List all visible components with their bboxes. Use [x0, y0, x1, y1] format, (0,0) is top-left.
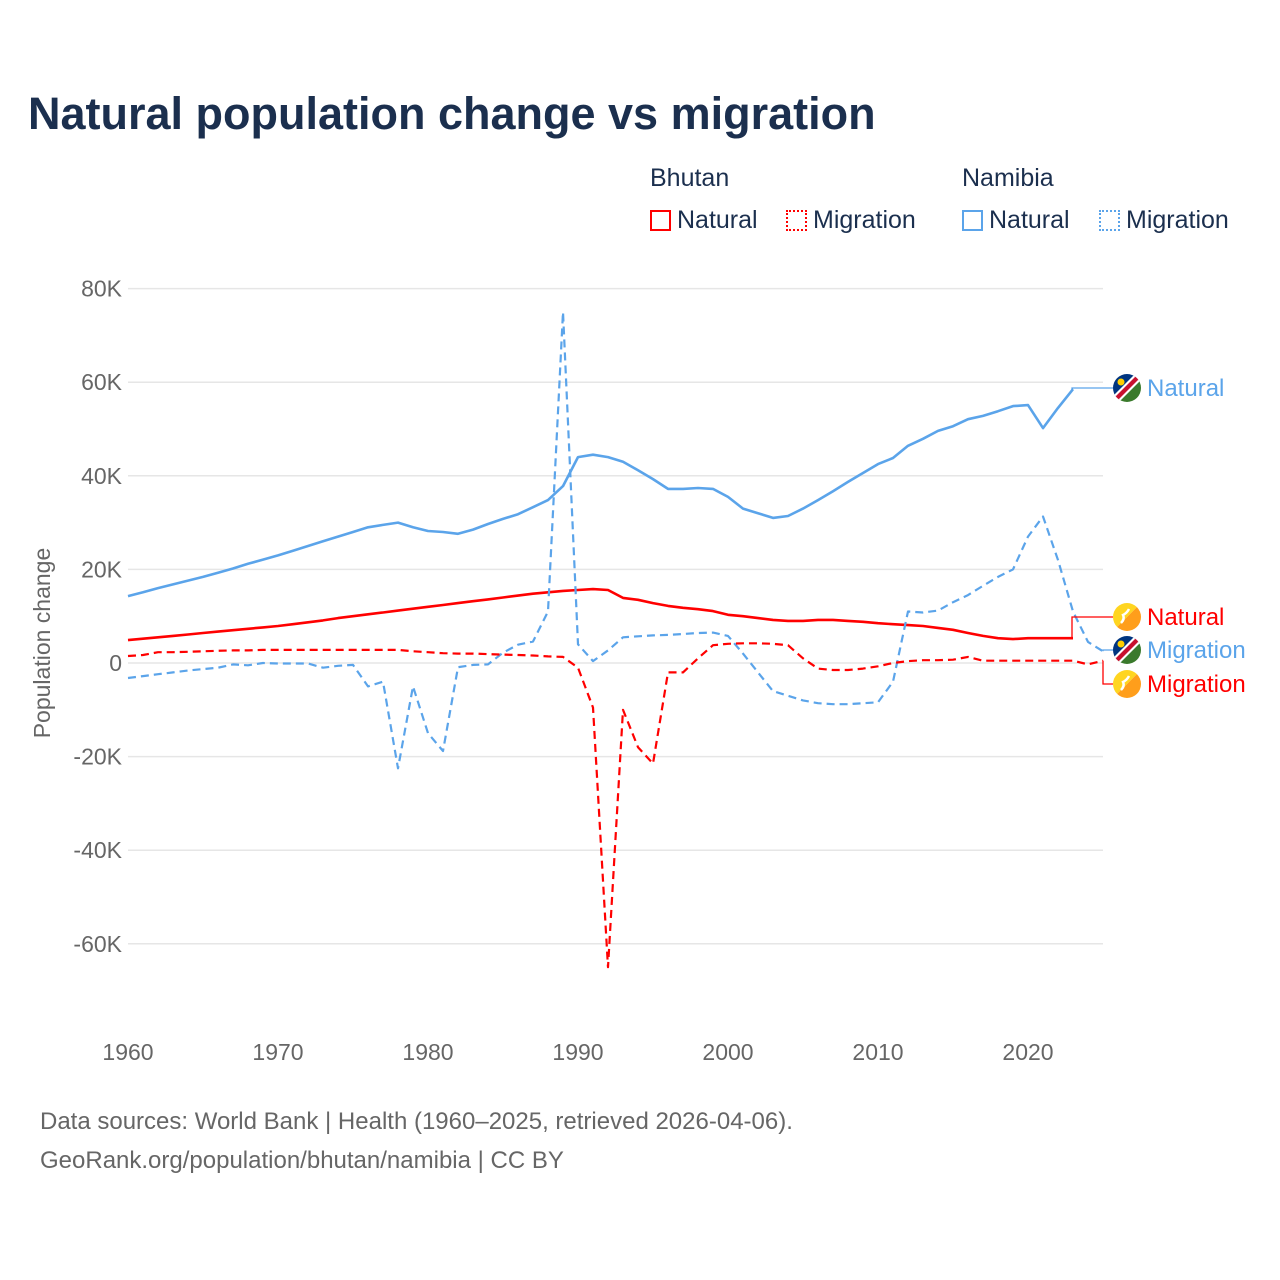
x-tick-label: 2020 — [1002, 1039, 1053, 1065]
y-tick-label: -40K — [73, 837, 122, 863]
legend-item-bhutan-natural[interactable]: Natural — [650, 206, 758, 235]
x-tick-label: 1960 — [102, 1039, 153, 1065]
end-label-namibia-migration: Migration — [1147, 637, 1246, 664]
y-tick-label: 80K — [81, 276, 123, 302]
legend-swatch-solid — [650, 210, 671, 231]
legend-swatch-dotted — [786, 210, 807, 231]
end-label-bhutan-migration: Migration — [1147, 671, 1246, 698]
x-tick-label: 1990 — [552, 1039, 603, 1065]
legend-group-bhutan: Bhutan — [650, 164, 730, 192]
end-label-namibia-natural: Natural — [1147, 375, 1224, 402]
end-label-bhutan-natural: Natural — [1147, 604, 1224, 631]
legend-swatch-solid — [962, 210, 983, 231]
footer-credit[interactable]: GeoRank.org/population/bhutan/namibia | … — [40, 1147, 564, 1174]
legend-label: Natural — [989, 206, 1070, 234]
legend-item-namibia-natural[interactable]: Natural — [962, 206, 1070, 235]
legend-group-namibia: Namibia — [962, 164, 1054, 192]
end-label-connector — [1071, 616, 1113, 639]
legend-item-namibia-migration[interactable]: Migration — [1099, 206, 1229, 235]
legend-label: Natural — [677, 206, 758, 234]
y-tick-label: 0 — [109, 650, 122, 676]
legend-label: Migration — [813, 206, 916, 234]
y-tick-label: 60K — [81, 369, 123, 395]
namibia-flag-icon — [1113, 374, 1141, 402]
series-line-namibia-migration — [127, 310, 1104, 770]
end-label-connector — [1102, 660, 1113, 685]
chart-title: Natural population change vs migration — [28, 88, 876, 139]
series-line-namibia-natural — [127, 388, 1075, 598]
namibia-flag-icon — [1113, 636, 1141, 664]
bhutan-flag-icon — [1113, 670, 1141, 698]
y-tick-label: -20K — [73, 744, 122, 770]
x-tick-label: 1980 — [402, 1039, 453, 1065]
x-tick-label: 1970 — [252, 1039, 303, 1065]
bhutan-flag-icon — [1113, 603, 1141, 631]
end-label-connector — [1071, 387, 1113, 390]
x-tick-label: 2000 — [702, 1039, 753, 1065]
y-tick-label: 20K — [81, 556, 123, 582]
footer-sources: Data sources: World Bank | Health (1960–… — [40, 1108, 793, 1135]
legend-swatch-dotted — [1099, 210, 1120, 231]
series-line-bhutan-migration — [127, 642, 1104, 969]
legend-item-bhutan-migration[interactable]: Migration — [786, 206, 916, 235]
end-label-connector — [1102, 649, 1113, 652]
x-tick-label: 2010 — [852, 1039, 903, 1065]
series-line-bhutan-natural — [127, 587, 1073, 642]
y-tick-label: -60K — [73, 931, 122, 957]
y-tick-label: 40K — [81, 463, 123, 489]
legend-label: Migration — [1126, 206, 1229, 234]
y-axis-label: Population change — [29, 548, 55, 739]
